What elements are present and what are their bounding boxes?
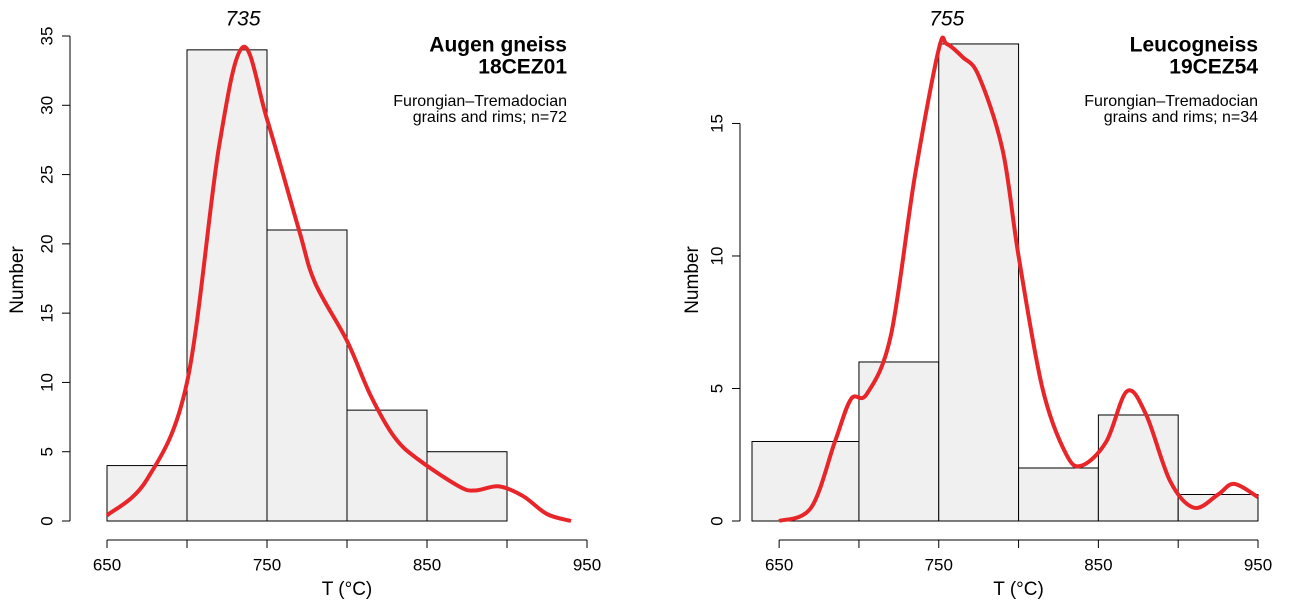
x-tick-label: 850 [1084,555,1112,574]
y-tick-label: 5 [37,447,56,456]
y-axis-label: Number [682,246,703,314]
y-tick-label: 15 [37,304,56,323]
y-tick-label: 5 [707,384,726,393]
title: Leucogneiss [1130,34,1258,57]
note: grains and rims; n=34 [1104,109,1258,126]
y-tick-label: 25 [37,165,56,184]
peak-annotation: 735 [225,8,260,31]
note: grains and rims; n=72 [413,109,567,126]
bar [1018,467,1099,522]
title: Augen gneiss [429,34,567,57]
x-tick-label: 650 [93,555,121,574]
bar [751,440,860,522]
note: Furongian–Tremadocian [393,93,567,110]
density-curve [105,45,572,523]
y-tick-label: 15 [707,114,726,133]
y-tick-label: 20 [37,234,56,253]
x-tick-label: 750 [253,555,281,574]
y-axis-label: Number [7,246,28,314]
x-tick-label: 950 [573,555,601,574]
x-tick-label: 750 [925,555,953,574]
bar [106,465,188,522]
y-tick-label: 0 [707,516,726,525]
subtitle: 19CEZ54 [1169,56,1258,79]
density-curve [778,35,1260,523]
x-tick-label: 650 [765,555,793,574]
note: Furongian–Tremadocian [1084,93,1258,110]
bar [938,43,1020,522]
y-tick-label: 0 [37,516,56,525]
peak-annotation: 755 [929,8,964,31]
y-tick-label: 10 [707,247,726,266]
bar [266,229,348,522]
x-axis-label: T (°C) [993,579,1044,600]
y-tick-label: 10 [37,373,56,392]
x-tick-label: 850 [413,555,441,574]
x-tick-label: 950 [1244,555,1272,574]
bar [186,49,268,522]
bar [1177,493,1259,522]
x-axis-label: T (°C) [322,579,373,600]
y-tick-label: 30 [37,96,56,115]
subtitle: 18CEZ01 [478,56,567,79]
y-tick-label: 35 [37,27,56,46]
